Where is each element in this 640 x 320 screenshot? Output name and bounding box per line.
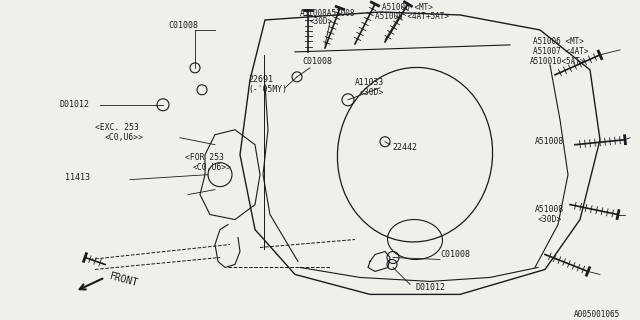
Text: 22442: 22442 <box>392 143 417 152</box>
Text: <C0,U6>>: <C0,U6>> <box>105 133 144 142</box>
Text: 22691: 22691 <box>248 75 273 84</box>
Text: A51006 <MT>: A51006 <MT> <box>533 37 584 46</box>
Text: <30D>: <30D> <box>538 215 563 224</box>
Text: C01008: C01008 <box>302 57 332 66</box>
Text: <30D>: <30D> <box>360 88 385 97</box>
Text: D01012: D01012 <box>415 283 445 292</box>
Text: D01012: D01012 <box>60 100 90 109</box>
Text: A51007 <4AT>: A51007 <4AT> <box>533 47 589 56</box>
Text: A005001065: A005001065 <box>573 310 620 319</box>
Text: <30D>: <30D> <box>310 18 333 27</box>
Text: FRONT: FRONT <box>108 271 139 288</box>
Text: A11033: A11033 <box>355 78 384 87</box>
Text: A51008 <4AT+5AT>: A51008 <4AT+5AT> <box>375 12 449 21</box>
Text: A510010<5AT>: A510010<5AT> <box>530 57 586 66</box>
Text: (-'05MY): (-'05MY) <box>248 85 287 94</box>
Text: A51006 <MT>: A51006 <MT> <box>382 4 433 12</box>
Text: A51008: A51008 <box>535 205 564 214</box>
Text: <EXC. 253: <EXC. 253 <box>95 123 139 132</box>
Text: C01008: C01008 <box>168 21 198 30</box>
Text: <C0,U6>>: <C0,U6>> <box>193 163 232 172</box>
Text: 11413: 11413 <box>65 173 90 182</box>
Text: A51008: A51008 <box>535 137 564 146</box>
Text: A51008A51008: A51008A51008 <box>300 10 355 19</box>
Text: C01008: C01008 <box>440 250 470 259</box>
Text: <FOR 253: <FOR 253 <box>185 153 224 162</box>
